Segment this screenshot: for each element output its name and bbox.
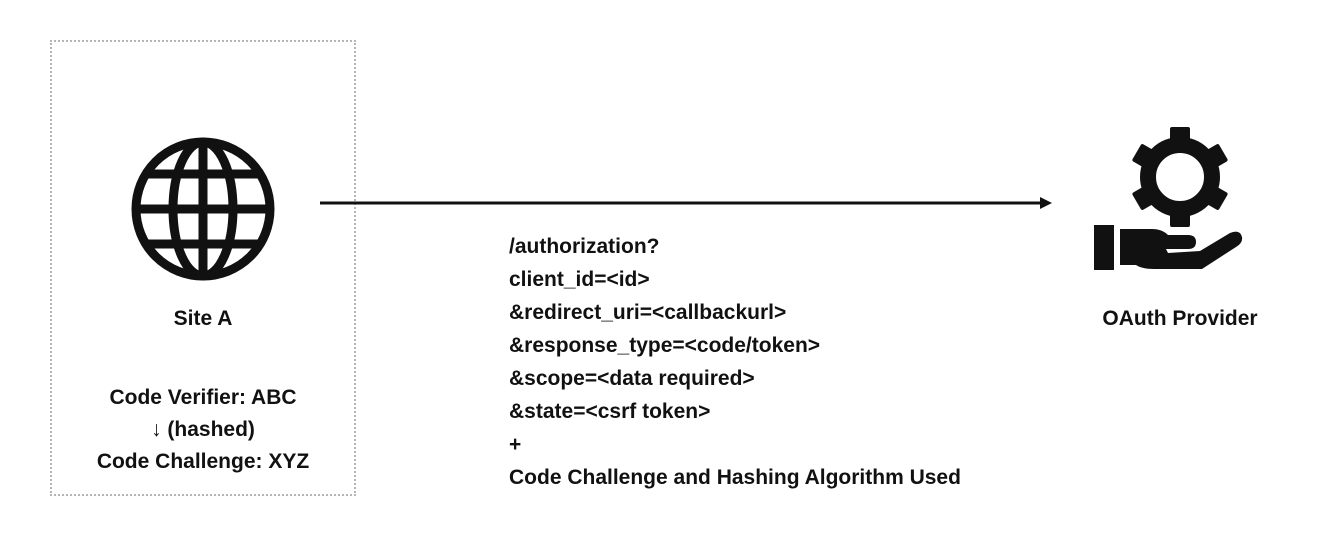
request-line: &redirect_uri=<callbackurl> xyxy=(509,301,787,324)
hash-step-text: ↓ (hashed) xyxy=(151,418,255,441)
request-line: Code Challenge and Hashing Algorithm Use… xyxy=(509,466,961,489)
code-challenge-text: Code Challenge: XYZ xyxy=(96,450,310,473)
request-line: client_id=<id> xyxy=(509,268,650,291)
site-a-label: Site A xyxy=(173,307,233,330)
authorization-request: /authorization? client_id=<id> &redirect… xyxy=(509,230,961,494)
request-line: &response_type=<code/token> xyxy=(509,334,821,357)
request-line: &scope=<data required> xyxy=(509,367,755,390)
gear-hand-icon xyxy=(1094,127,1243,270)
code-verifier-text: Code Verifier: ABC xyxy=(109,386,297,409)
request-line: &state=<csrf token> xyxy=(509,400,711,423)
request-arrow xyxy=(320,197,1052,209)
pkce-info: Code Verifier: ABC ↓ (hashed) Code Chall… xyxy=(50,382,356,478)
oauth-provider-label: OAuth Provider xyxy=(1102,307,1258,330)
request-line: /authorization? xyxy=(509,235,660,258)
request-line: + xyxy=(509,433,522,456)
globe-icon xyxy=(131,137,275,281)
site-a-container xyxy=(50,40,356,496)
